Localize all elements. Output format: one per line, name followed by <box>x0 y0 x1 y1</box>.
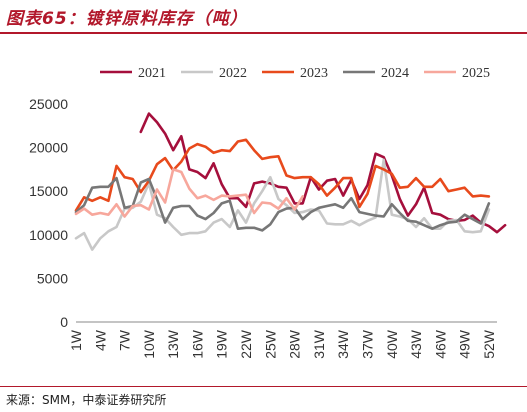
series-line-2025 <box>74 168 305 218</box>
x-tick-label: 25W <box>262 329 278 359</box>
y-tick-label: 25000 <box>29 96 68 112</box>
line-chart: 0 5000 10000 15000 20000 25000 1W 4W 7W 10W 13W 16W… <box>29 66 507 359</box>
legend-label-2024: 2024 <box>381 66 409 81</box>
x-tick-label: 37W <box>359 329 375 359</box>
x-tick-label: 10W <box>141 329 157 359</box>
x-tick-label: 49W <box>457 329 473 359</box>
x-tick-label: 13W <box>165 329 181 359</box>
x-tick-label: 1W <box>68 329 84 351</box>
legend-label-2022: 2022 <box>219 66 247 81</box>
source-divider <box>0 386 527 387</box>
x-tick-label: 40W <box>384 329 400 359</box>
x-tick-label: 46W <box>432 329 448 359</box>
legend-label-2023: 2023 <box>300 66 328 81</box>
x-tick-label: 22W <box>238 329 254 359</box>
series-line-2023 <box>74 138 491 212</box>
legend-label-2021: 2021 <box>138 66 166 81</box>
title-divider <box>0 32 527 34</box>
y-tick-label: 15000 <box>29 183 68 199</box>
x-tick-label: 52W <box>481 329 497 359</box>
x-tick-label: 34W <box>335 329 351 359</box>
y-tick-label: 10000 <box>29 227 68 243</box>
series-line-2021 <box>139 112 507 234</box>
figure-title: 图表65：镀锌原料库存（吨） <box>6 9 248 29</box>
y-tick-label: 20000 <box>29 140 68 156</box>
x-tick-label: 43W <box>408 329 424 359</box>
legend-label-2025: 2025 <box>462 66 490 81</box>
y-tick-label: 5000 <box>37 270 68 286</box>
x-tick-label: 19W <box>214 329 230 359</box>
y-tick-label: 0 <box>60 314 68 330</box>
series-line-2024 <box>74 176 491 232</box>
x-tick-label: 31W <box>311 329 327 359</box>
x-tick-label: 28W <box>287 329 303 359</box>
source-note: 来源：SMM，中泰证券研究所 <box>6 393 167 407</box>
x-tick-label: 4W <box>92 329 108 351</box>
x-tick-label: 7W <box>117 329 133 351</box>
x-tick-label: 16W <box>189 329 205 359</box>
